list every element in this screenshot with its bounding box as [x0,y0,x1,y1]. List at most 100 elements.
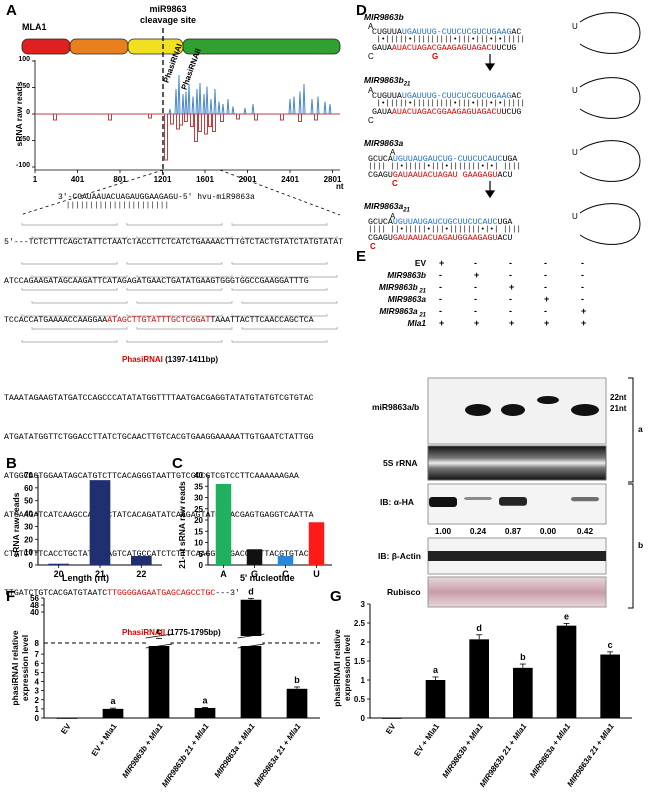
mir-band [571,404,599,416]
e-cell: - [581,270,584,280]
ha-value: 0.00 [539,526,557,536]
c-xlabel: 5' nucleotide [240,573,295,583]
e-cell: - [439,306,442,316]
ha-value: 0.42 [576,526,594,536]
c-bar [277,556,294,565]
f-sig-letter: a [202,696,208,706]
e-cell: - [474,306,477,316]
f-break-mark [145,643,173,649]
e-cell: + [474,318,480,328]
f-ytick-label: 4 [35,678,40,687]
b-bar [48,563,69,565]
e-cell: - [544,270,547,280]
sequence-block: 5'---TCTCTTTCAGCTATTCTAATCTACCTTCTCATCTG… [4,210,343,665]
panel-label-a: A [6,2,17,19]
c-ytick-label: 35 [194,482,203,491]
panel-label-e: E [356,248,367,265]
f-break-mark [237,643,265,649]
a-xunit: nt [336,182,344,191]
seq-line-7: ATGAAGATCATCAAGCCAAACCTATCACAGATATCAAGAG… [4,511,314,520]
g-sig-letter: c [608,640,613,650]
phase-bracket [126,262,223,265]
seq-line-4: TAAATAGAAGTATGATCCAGCCCATATATGGTTTTAATGA… [4,394,314,403]
e-row-label: MIR9863b [387,270,426,280]
a-xtick-label: 2401 [281,175,299,184]
phase-bracket [31,236,128,239]
b-category-label: 21 [95,569,105,579]
phase-bracket [126,288,223,291]
b-bar [89,480,111,565]
f-break-gap [147,636,171,646]
f-sig-letter: c [156,626,161,636]
blot-mir-label: miR9863a/b [372,402,420,412]
nt21-label: 21nt [610,404,627,413]
e-cell: - [474,258,477,268]
g-ytick-label: 3 [361,600,366,609]
blot-5s [427,445,607,481]
g-ytick-label: 2.5 [354,619,366,628]
g-sig-letter: a [433,665,439,675]
blot-5s-label: 5S rRNA [383,458,418,468]
ha-value: 1.00 [434,526,452,536]
hp1-bottom: GAUAAUACUAGACGAAGAGUAGACUUCUG [372,44,517,53]
seq-line-9: TTGATCTGTCACGATGTAATCTTGGGGAGAATGAGCAGCC… [4,589,240,598]
seq-line-8: CTATCTTTCACCTGCTATTGAAGTCATGCCATCTCTTTCA… [4,550,309,559]
f-break-gap [239,636,263,646]
e-row-label: MIR9863b 21 [378,282,426,295]
phase-bracket [231,340,328,343]
a-ytick-label: 100 [18,56,30,63]
f-ytick-label: 5 [35,668,40,677]
g-bar [513,667,533,718]
hp2-letterC: C [368,116,374,125]
hp4-bottom: CGAGUGAUAAUACUAGAUGGAAGAGUACU [368,234,513,243]
phasi1-sequence: ATAGCTTGTATTTGCTCGGAT [107,316,211,325]
g-sig-letter: e [564,611,569,621]
mirna-label: 3'-CGAUAAUACUAGAUGGAAGAGU-5' hvu-miR9863… [58,193,255,202]
panel-label-g: G [330,588,342,605]
g-category-label: EV + Mla1 [412,722,441,758]
a-xtick-label: 1601 [196,175,214,184]
ha-band [429,497,457,507]
e-cell: - [581,282,584,292]
c-bar [246,549,263,565]
phase-bracket [21,262,118,265]
f-bar [286,688,308,718]
f-bar [240,599,262,718]
seq-line-3: TCCACCATGAAAACCAAGGAAATAGCTTGTATTTGCTCGG… [4,316,314,325]
blot-actin-label: IB: β-Actin [378,551,421,561]
panel-label-c: C [172,455,183,472]
b-ytick-label: 60 [24,484,33,493]
hp4-title: MIR9863a21 [364,201,410,214]
b-ytick-label: 40 [24,510,33,519]
f-sig-letter: a [110,696,116,706]
phase-bracket [21,223,118,226]
phase-bracket [241,275,338,278]
e-cell: - [509,258,512,268]
f-break-mark [145,633,173,639]
ha-band [571,497,599,502]
phase-bracket [31,301,128,304]
phase-bracket [241,301,338,304]
hp2-pairs: |•|||||•|||||||||•|||•|||•|•||||| [372,100,526,108]
f-ytick-label: 2 [35,696,40,705]
g-ytick-label: 1.5 [354,657,366,666]
phase-bracket [231,223,328,226]
hp2-letterA: A [368,86,374,95]
b-bar [131,556,152,565]
a-xtick-label: 2801 [323,175,342,184]
e-cell: - [509,294,512,304]
hp2-title: MIR9863b21 [364,75,411,88]
phase-bracket [21,314,118,317]
phase-bracket [136,236,233,239]
c-category-label: C [282,569,289,579]
seq-line-6: ATGGCAGTGGAATAGCATGTCTTCACAGGGTAATTGTCGC… [4,472,299,481]
f-sig-letter: d [248,586,254,596]
phase-bracket [231,288,328,291]
g-ytick-label: 0.5 [354,695,366,704]
seq-line-2: ATCCAGAAGATAGCAAGATTCATAGAGATGAACTGATATG… [4,277,309,286]
a-xtick-label: 1 [32,175,38,184]
phase-bracket [241,236,338,239]
